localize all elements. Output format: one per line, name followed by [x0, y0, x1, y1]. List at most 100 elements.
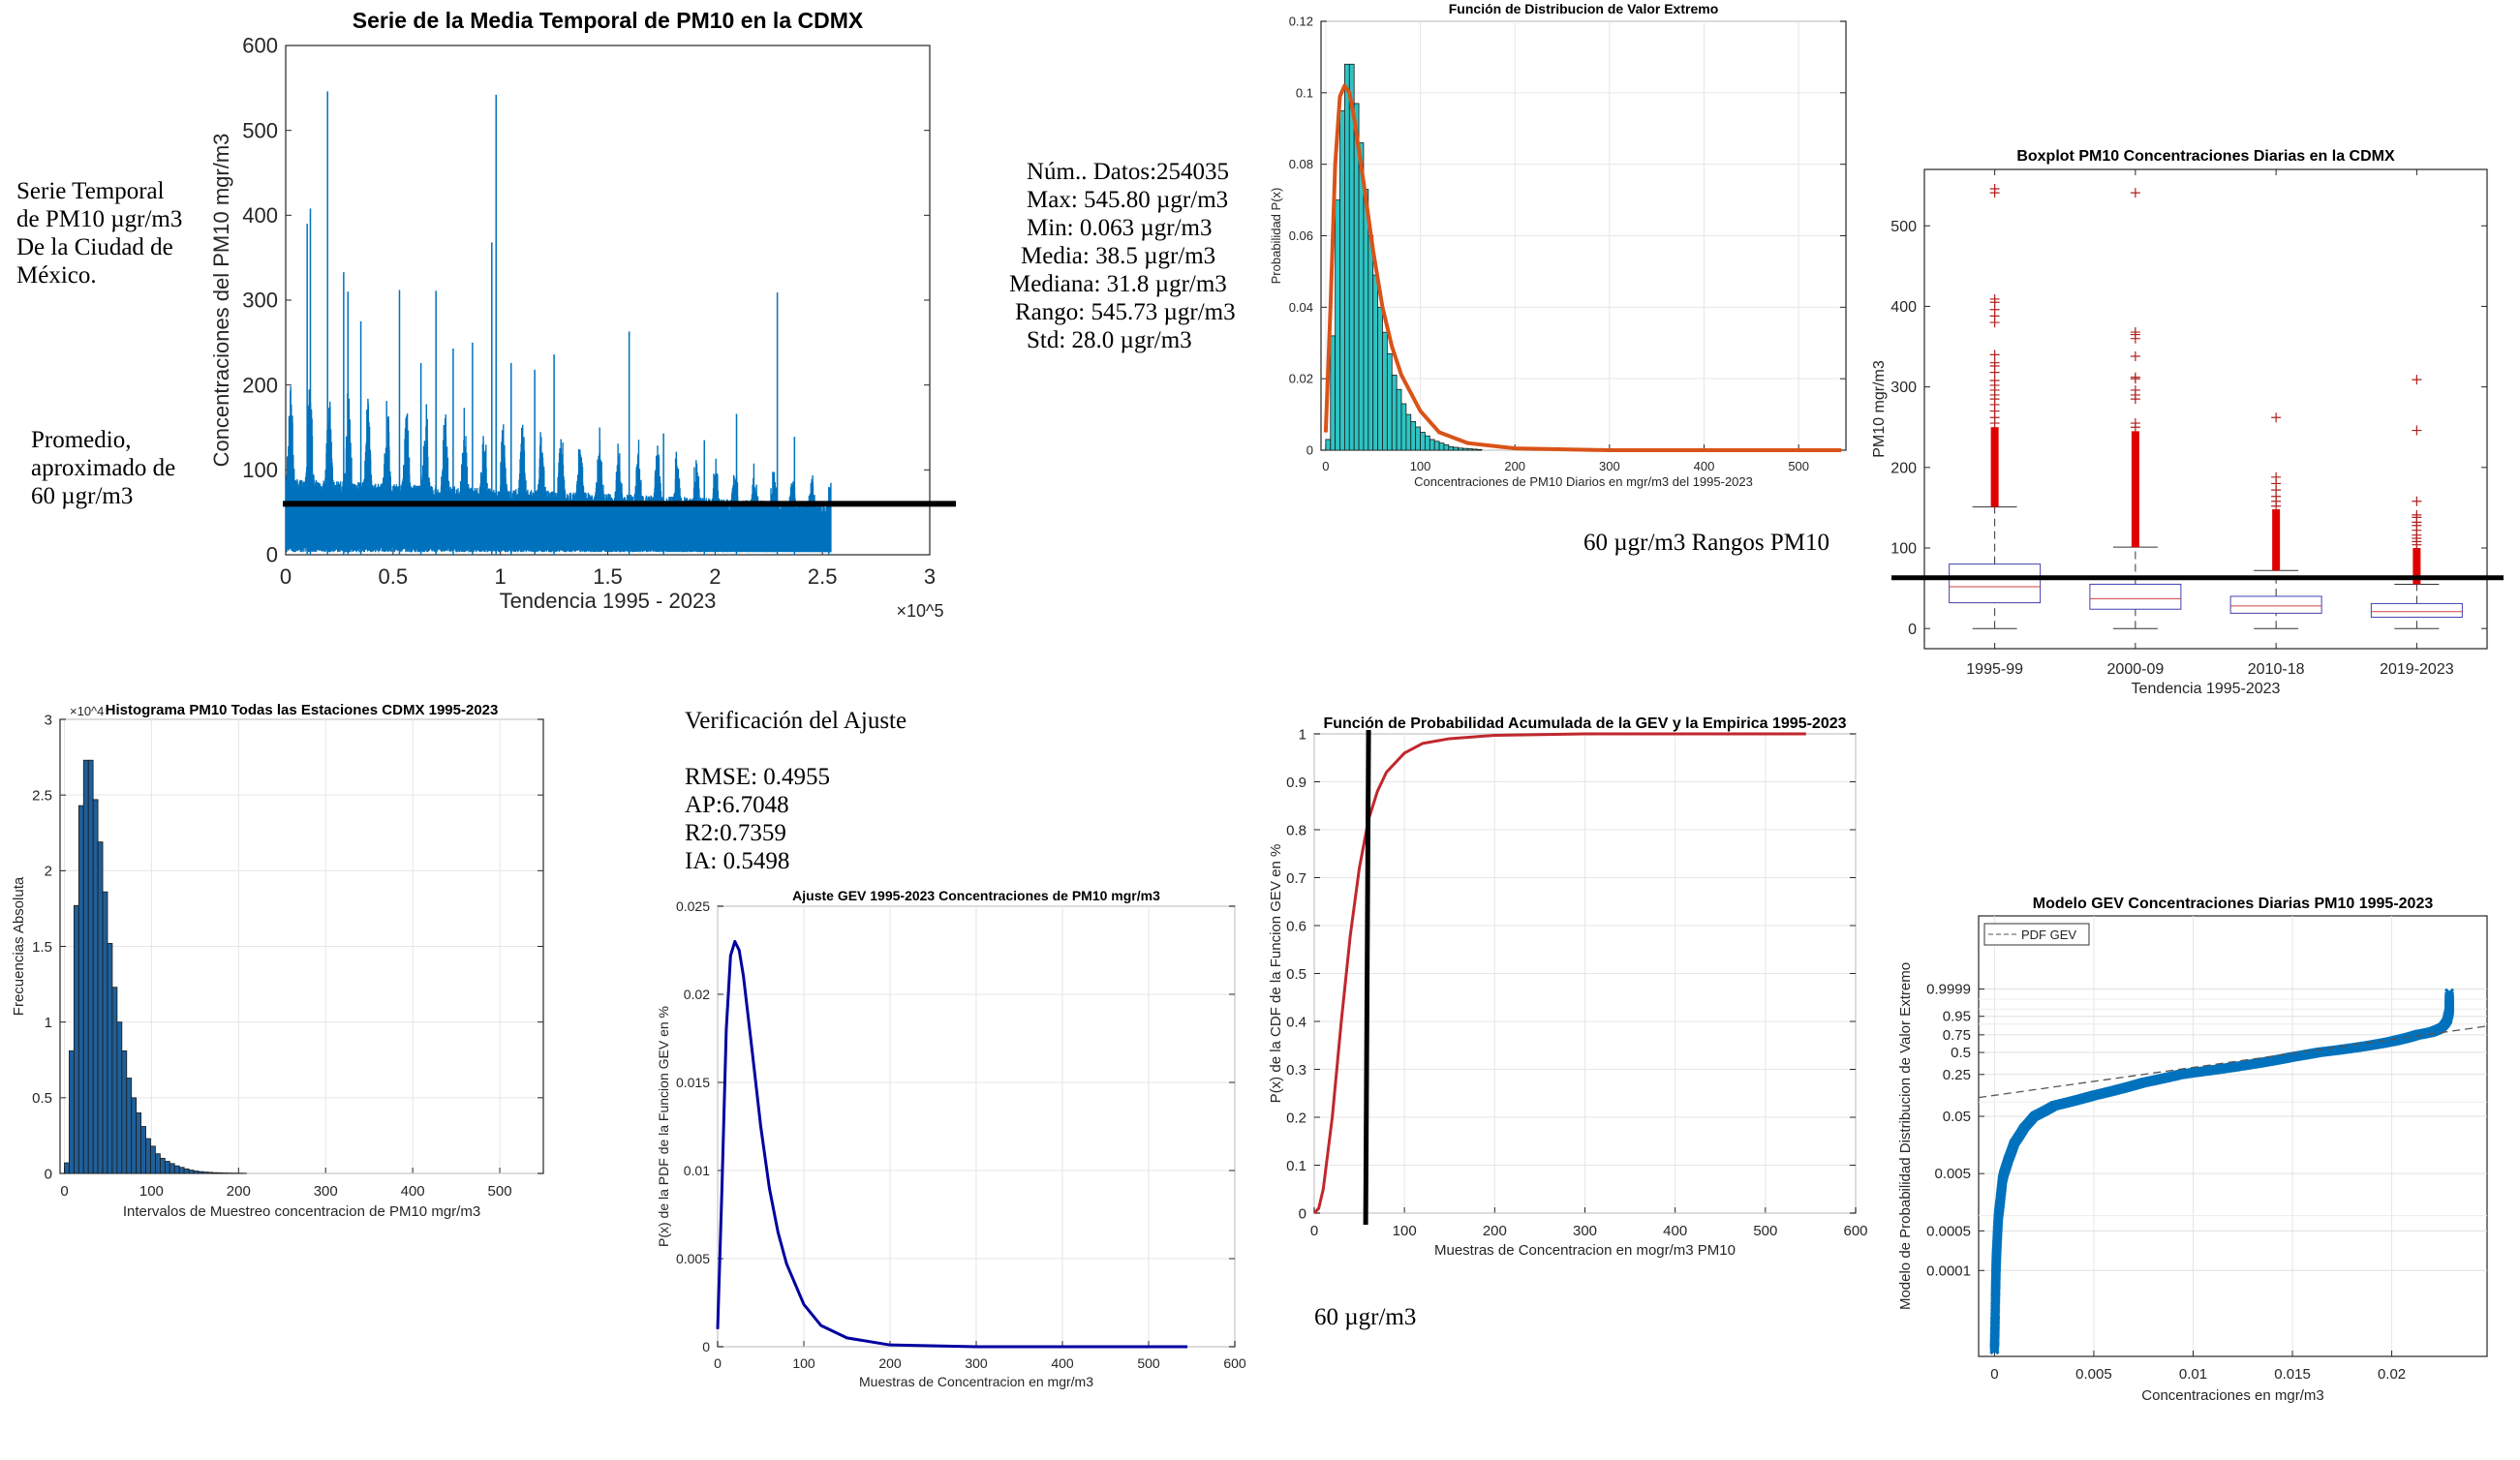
y-tick-label: 400 [242, 203, 278, 228]
histogram-bar [1386, 352, 1393, 451]
x-tick-label: 100 [1393, 1223, 1417, 1239]
box [2089, 583, 2182, 610]
x-tick-label: 200 [878, 1355, 902, 1371]
y-tick-label: 0.12 [1289, 15, 1313, 29]
gev-fit-curve [1323, 83, 1842, 452]
histogram-bar [116, 1021, 123, 1174]
histogram-bar [1368, 235, 1374, 451]
x-tick-label: 3 [924, 564, 936, 589]
y-tick-label: 600 [242, 34, 278, 58]
x-tick-label: 1 [495, 564, 507, 589]
y-tick-label: 0.75 [1943, 1027, 1971, 1044]
y-axis-label: Probabilidad P(x) [1269, 188, 1283, 285]
x-exponent-label: ×10^5 [897, 601, 944, 621]
histogram-bar [73, 904, 79, 1174]
outlier-marker [1989, 183, 2000, 194]
ranges-note: 60 µgr/m3 Rangos PM10 [1583, 530, 1829, 556]
y-tick-label: 0.005 [1934, 1166, 1971, 1182]
histogram-bar [121, 1049, 128, 1174]
y-tick-label: 500 [242, 118, 278, 142]
histogram-bar [159, 1157, 166, 1174]
x-tick-label: 0 [280, 564, 292, 589]
x-tick-label: 500 [1788, 459, 1809, 473]
histogram-bar [111, 987, 118, 1174]
x-tick-label: 0.01 [2179, 1366, 2207, 1383]
y-axis-label: Modelo de Probabilidad Distribucion de V… [1897, 962, 1914, 1310]
y-tick-label: 1.5 [32, 939, 52, 956]
histogram-bar [126, 1078, 133, 1174]
time-series-chart: 0 0.5 1 1.5 2 2.5 3 0 100 200 300 400 500 600 Serie de… [209, 8, 956, 621]
x-tick-label: 100 [139, 1183, 164, 1200]
curve-line [1312, 732, 1806, 1215]
box [2229, 595, 2322, 614]
y-tick-label: 0 [702, 1339, 710, 1354]
outlier-marker [2130, 384, 2140, 395]
average-note: Promedio, aproximado de 60 µgr/m3 [31, 427, 175, 509]
y-tick-label: 0.1 [1286, 1158, 1306, 1174]
y-tick-label: 2 [45, 864, 52, 880]
y-tick-label: 0.5 [32, 1090, 52, 1107]
histogram-bar [102, 891, 108, 1174]
histogram-bar [173, 1165, 180, 1174]
x-axis-label: Muestras de Concentracion en mogr/m3 PM1… [1434, 1242, 1736, 1259]
histogram-bar [131, 1097, 138, 1174]
outlier-marker [2130, 188, 2140, 198]
x-tick-label: 600 [1843, 1223, 1867, 1239]
threshold-line [1363, 729, 1371, 1226]
outlier-marker [2130, 418, 2140, 429]
x-tick-label: 300 [965, 1355, 988, 1371]
category-label: 2000-09 [2107, 661, 2165, 678]
series-note-line: De la Ciudad de [16, 234, 173, 260]
y-tick-label: 0.2 [1286, 1110, 1306, 1126]
x-axis-label: Tendencia 1995 - 2023 [500, 589, 717, 613]
histogram-bar [178, 1167, 185, 1174]
y-tick-label: 0.06 [1289, 228, 1313, 243]
x-tick-label: 0 [714, 1355, 722, 1371]
histogram-bar [1330, 335, 1337, 451]
histogram-bar [145, 1138, 151, 1174]
chart-title: Función de Distribucion de Valor Extremo [1449, 1, 1719, 16]
series-note-line: de PM10 µgr/m3 [16, 206, 182, 232]
y-tick-label: 100 [242, 458, 278, 482]
x-tick-label: 2.5 [808, 564, 838, 589]
x-tick-label: 1.5 [593, 564, 623, 589]
outlier-marker [2271, 412, 2282, 423]
histogram-bar [1400, 403, 1407, 451]
histogram-bar [207, 1171, 214, 1174]
x-tick-label: 100 [1410, 459, 1431, 473]
x-tick-label: 0 [1990, 1366, 1998, 1383]
box [2370, 602, 2463, 619]
series-note-line: México. [16, 262, 97, 289]
chart-title: Serie de la Media Temporal de PM10 en la… [353, 8, 864, 33]
outlier-marker [2412, 375, 2422, 385]
plot-area [285, 45, 931, 556]
x-axis-label: Intervalos de Muestreo concentracion de … [123, 1203, 480, 1220]
histogram-bar [1339, 109, 1345, 451]
average-note-line: 60 µgr/m3 [31, 483, 133, 509]
y-tick-label: 3 [45, 712, 52, 728]
y-tick-label: 0 [45, 1166, 52, 1182]
outlier-marker [1989, 293, 2000, 304]
histogram-bar [1466, 448, 1473, 451]
box [1949, 563, 2042, 604]
histogram-bar [183, 1168, 190, 1174]
histogram-bar [1363, 189, 1369, 451]
x-tick-label: 0.5 [379, 564, 409, 589]
stat-line: Std: 28.0 µgr/m3 [1027, 327, 1192, 353]
y-tick-label: 0.02 [684, 987, 710, 1002]
y-tick-label: 0.25 [1943, 1067, 1971, 1083]
histogram-bar [1344, 63, 1350, 451]
legend-label: PDF GEV [2021, 928, 2076, 942]
x-tick-label: 300 [1599, 459, 1620, 473]
y-tick-label: 0.015 [676, 1075, 710, 1090]
outlier-marker [2412, 425, 2422, 436]
x-tick-label: 400 [1663, 1223, 1687, 1239]
histogram-bar [1415, 426, 1421, 451]
x-tick-label: 500 [1137, 1355, 1160, 1371]
stat-line: Rango: 545.73 µgr/m3 [1015, 299, 1236, 325]
histogram-bar [1433, 441, 1440, 451]
histogram-bar [188, 1170, 195, 1174]
x-tick-label: 500 [1753, 1223, 1777, 1239]
y-tick-label: 0.1 [1296, 85, 1313, 100]
